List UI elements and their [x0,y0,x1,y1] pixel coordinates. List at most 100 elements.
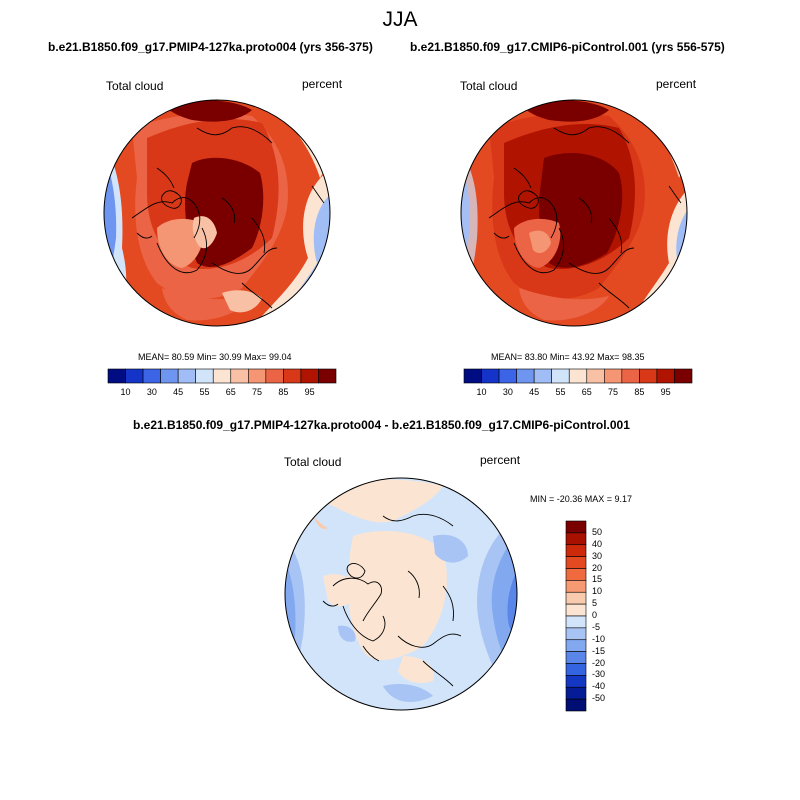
panel3-polar-map [284,477,518,711]
colorbar-tick-label: 15 [592,574,603,585]
colorbar-swatch [565,627,587,641]
colorbar-tick-label: 75 [252,387,263,397]
colorbar-swatch [568,368,588,384]
page-title: JJA [382,8,418,31]
colorbar-swatch [565,544,587,557]
colorbar-swatch [265,368,284,384]
panel3-subtitle: b.e21.B1850.f09_g17.PMIP4-127ka.proto004… [133,418,630,432]
panel2-colorbar-ticks: 10 30 45 55 65 75 85 95 [0,387,800,399]
colorbar-tick-label: 40 [592,538,603,549]
colorbar-swatch [621,368,640,384]
colorbar-tick-label: 85 [278,387,289,397]
colorbar-tick-label: -10 [592,633,606,644]
colorbar-swatch [565,639,587,652]
panel1-units-label: percent [302,77,343,91]
panel2-max-label: Max= [597,352,620,362]
colorbar-tick-label: 0 [592,610,598,620]
colorbar-tick-label: 10 [592,586,603,597]
colorbar-swatch [248,368,267,384]
colorbar-swatch [565,603,587,617]
colorbar-swatch [565,675,587,688]
colorbar-swatch [463,368,482,384]
colorbar-swatch [142,368,161,384]
colorbar-swatch [565,568,587,581]
colorbar-tick-label: 10 [476,387,487,397]
panel2-variable-label: Total cloud [460,79,518,93]
colorbar-swatch [565,686,587,700]
colorbar-swatch [565,663,587,676]
colorbar-swatch [516,368,535,384]
panel1-max-label: Max= [244,352,267,362]
panel1-stats: MEAN= 80.59 Min= 30.99 Max= 99.04 [138,352,291,362]
panel1-polar-map [103,99,331,327]
colorbar-tick-label: 95 [660,387,671,397]
panel3-colorbar [565,520,587,712]
panel1-min-label: Min= [196,352,217,362]
colorbar-swatch [160,368,179,384]
colorbar-tick-label: -15 [592,645,606,656]
panel2-units-label: percent [656,77,697,91]
colorbar-swatch [565,698,587,712]
colorbar-tick-label: 20 [592,562,603,573]
colorbar-swatch [318,368,337,384]
panel2-stats: MEAN= 83.80 Min= 43.92 Max= 98.35 [491,352,644,362]
panel3-colorbar-ticks: 50 40 30 20 15 10 5 0 -5 -10 -15 -20 -30 -40 -50 [592,521,632,711]
panel1-min: 30.99 [219,352,242,362]
colorbar-tick-label: 30 [146,387,157,397]
colorbar-tick-label: -50 [592,693,606,704]
colorbar-swatch [177,368,196,384]
colorbar-tick-label: 30 [592,550,603,561]
colorbar-swatch [674,368,693,384]
panel1-colorbar [107,368,337,384]
panel1-mean-label: MEAN= [138,352,170,362]
colorbar-swatch [565,520,587,534]
colorbar-tick-label: 75 [608,387,619,397]
colorbar-tick-label: 30 [502,387,513,397]
colorbar-swatch [195,368,214,384]
colorbar-swatch [565,556,587,569]
colorbar-swatch [565,615,587,629]
colorbar-swatch [283,368,302,384]
colorbar-swatch [565,580,587,593]
colorbar-tick-label: 5 [592,598,598,609]
colorbar-tick-label: 45 [173,387,184,397]
colorbar-tick-label: 45 [529,387,540,397]
panel1-max: 99.04 [268,352,292,362]
panel2-min: 43.92 [572,352,595,362]
colorbar-tick-label: -5 [592,621,601,632]
colorbar-tick-label: -30 [592,669,606,680]
colorbar-swatch [656,368,675,384]
colorbar-swatch [565,532,587,546]
colorbar-swatch [604,368,623,384]
panel1-colorbar-ticks: 10 30 45 55 65 75 85 95 [0,387,800,399]
colorbar-swatch [107,368,126,384]
colorbar-swatch [565,591,587,605]
colorbar-tick-label: 95 [304,387,315,397]
panel3-units-label: percent [480,453,521,467]
panel2-polar-map [460,99,688,327]
colorbar-tick-label: 85 [634,387,645,397]
colorbar-tick-label: 65 [225,387,236,397]
panel1-variable-label: Total cloud [106,79,164,93]
colorbar-swatch [498,368,517,384]
colorbar-tick-label: -20 [592,657,606,668]
panel3-minmax: MIN = -20.36 MAX = 9.17 [530,494,633,504]
panel2-min-label: Min= [549,352,570,362]
colorbar-swatch [125,368,144,384]
colorbar-swatch [481,368,500,384]
colorbar-swatch [586,368,605,384]
panel2-max: 98.35 [621,352,645,362]
panel2-subtitle: b.e21.B1850.f09_g17.CMIP6-piControl.001 … [410,40,725,54]
colorbar-swatch [565,651,587,664]
colorbar-tick-label: 65 [581,387,592,397]
panel3-variable-label: Total cloud [284,455,342,469]
colorbar-swatch [230,368,249,384]
colorbar-tick-label: -40 [592,681,606,692]
panel2-colorbar [463,368,693,384]
colorbar-tick-label: 50 [592,526,603,537]
panel2-mean: 83.80 [524,352,548,362]
panel1-mean: 80.59 [171,352,195,362]
panel1-subtitle: b.e21.B1850.f09_g17.PMIP4-127ka.proto004… [48,40,373,54]
colorbar-swatch [639,368,658,384]
colorbar-swatch [300,368,319,384]
